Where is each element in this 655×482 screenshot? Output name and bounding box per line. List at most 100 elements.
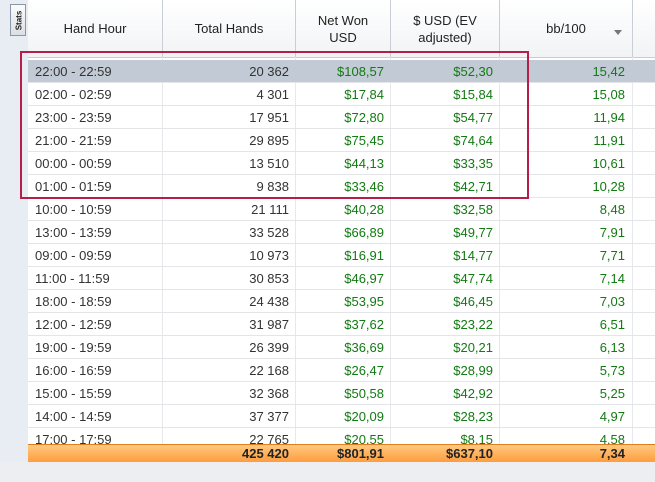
cell-usd: $15,84 xyxy=(453,87,493,102)
table-row[interactable]: 16:00 - 16:59 22 168 $26,47 $28,99 5,73 xyxy=(28,359,655,382)
total-bb100-value: 7,34 xyxy=(599,446,625,461)
cell-usd: $23,22 xyxy=(453,317,493,332)
cell-usd: $42,71 xyxy=(453,179,493,194)
cell-bb: 10,61 xyxy=(592,156,625,171)
cell-hour: 19:00 - 19:59 xyxy=(35,340,112,355)
total-usd-ev-value: $637,10 xyxy=(446,446,493,461)
cell-bb: 4,58 xyxy=(599,432,625,447)
cell-hour: 12:00 - 12:59 xyxy=(35,317,112,332)
cell-bb: 6,13 xyxy=(599,340,625,355)
sort-descending-icon xyxy=(614,30,622,35)
cell-bb: 7,71 xyxy=(599,248,625,263)
table-row[interactable]: 00:00 - 00:59 13 510 $44,13 $33,35 10,61 xyxy=(28,152,655,175)
table-row[interactable]: 12:00 - 12:59 31 987 $37,62 $23,22 6,51 xyxy=(28,313,655,336)
cell-bb: 7,14 xyxy=(599,271,625,286)
column-divider xyxy=(162,57,163,444)
cell-usd: $47,74 xyxy=(453,271,493,286)
column-header-total-hands[interactable]: Total Hands xyxy=(163,0,296,57)
cell-hands: 22 168 xyxy=(249,363,289,378)
table-row[interactable]: 10:00 - 10:59 21 111 $40,28 $32,58 8,48 xyxy=(28,198,655,221)
cell-hour: 15:00 - 15:59 xyxy=(35,386,112,401)
cell-bb: 7,03 xyxy=(599,294,625,309)
column-divider xyxy=(390,57,391,444)
total-net-won-value: $801,91 xyxy=(337,446,384,461)
cell-usd: $74,64 xyxy=(453,133,493,148)
table-row[interactable]: 18:00 - 18:59 24 438 $53,95 $46,45 7,03 xyxy=(28,290,655,313)
column-divider xyxy=(499,57,500,444)
cell-net: $26,47 xyxy=(344,363,384,378)
column-header-hand-hour[interactable]: Hand Hour xyxy=(28,0,163,57)
table-row[interactable]: 09:00 - 09:59 10 973 $16,91 $14,77 7,71 xyxy=(28,244,655,267)
cell-usd: $28,99 xyxy=(453,363,493,378)
cell-usd: $14,77 xyxy=(453,248,493,263)
cell-hands: 10 973 xyxy=(249,248,289,263)
cell-bb: 15,08 xyxy=(592,87,625,102)
cell-usd: $42,92 xyxy=(453,386,493,401)
cell-usd: $46,45 xyxy=(453,294,493,309)
cell-hour: 17:00 - 17:59 xyxy=(35,432,112,447)
cell-hands: 17 951 xyxy=(249,110,289,125)
cell-hands: 13 510 xyxy=(249,156,289,171)
column-header-usd-ev-adjusted[interactable]: $ USD (EV adjusted) xyxy=(391,0,500,57)
cell-hands: 30 853 xyxy=(249,271,289,286)
cell-net: $46,97 xyxy=(344,271,384,286)
table-row[interactable]: 23:00 - 23:59 17 951 $72,80 $54,77 11,94 xyxy=(28,106,655,129)
hand-hour-stats-grid: Hand Hour Total Hands Net Won USD $ USD … xyxy=(28,0,655,482)
cell-hands: 37 377 xyxy=(249,409,289,424)
table-row[interactable]: 13:00 - 13:59 33 528 $66,89 $49,77 7,91 xyxy=(28,221,655,244)
cell-hour: 10:00 - 10:59 xyxy=(35,202,112,217)
cell-hour: 22:00 - 22:59 xyxy=(35,64,112,79)
cell-hour: 16:00 - 16:59 xyxy=(35,363,112,378)
cell-net: $108,57 xyxy=(337,64,384,79)
totals-row: 425 420 $801,91 $637,10 7,34 xyxy=(28,444,655,463)
table-row[interactable]: 11:00 - 11:59 30 853 $46,97 $47,74 7,14 xyxy=(28,267,655,290)
table-row[interactable]: 19:00 - 19:59 26 399 $36,69 $20,21 6,13 xyxy=(28,336,655,359)
table-row[interactable]: 02:00 - 02:59 4 301 $17,84 $15,84 15,08 xyxy=(28,83,655,106)
cell-hands: 29 895 xyxy=(249,133,289,148)
cell-hands: 33 528 xyxy=(249,225,289,240)
cell-hour: 00:00 - 00:59 xyxy=(35,156,112,171)
cell-usd: $49,77 xyxy=(453,225,493,240)
cell-bb: 11,91 xyxy=(593,133,625,148)
cell-usd: $32,58 xyxy=(453,202,493,217)
cell-net: $44,13 xyxy=(344,156,384,171)
cell-hands: 31 987 xyxy=(249,317,289,332)
cell-net: $75,45 xyxy=(344,133,384,148)
stats-tab-button[interactable]: Stats xyxy=(10,4,26,36)
cell-bb: 15,42 xyxy=(592,64,625,79)
column-divider xyxy=(632,57,633,444)
cell-hour: 21:00 - 21:59 xyxy=(35,133,112,148)
cell-net: $37,62 xyxy=(344,317,384,332)
cell-hour: 14:00 - 14:59 xyxy=(35,409,112,424)
column-header-net-won-usd[interactable]: Net Won USD xyxy=(296,0,391,57)
cell-hands: 21 111 xyxy=(251,202,289,217)
table-row[interactable]: 15:00 - 15:59 32 368 $50,58 $42,92 5,25 xyxy=(28,382,655,405)
cell-hands: 32 368 xyxy=(249,386,289,401)
table-row[interactable]: 22:00 - 22:59 20 362 $108,57 $52,30 15,42 xyxy=(28,60,655,83)
cell-hour: 23:00 - 23:59 xyxy=(35,110,112,125)
cell-net: $40,28 xyxy=(344,202,384,217)
table-row[interactable]: 14:00 - 14:59 37 377 $20,09 $28,23 4,97 xyxy=(28,405,655,428)
total-hands-value: 425 420 xyxy=(242,446,289,461)
cell-net: $36,69 xyxy=(344,340,384,355)
cell-bb: 10,28 xyxy=(592,179,625,194)
cell-usd: $33,35 xyxy=(453,156,493,171)
table-row[interactable]: 01:00 - 01:59 9 838 $33,46 $42,71 10,28 xyxy=(28,175,655,198)
cell-hour: 11:00 - 11:59 xyxy=(35,271,110,286)
column-divider xyxy=(295,57,296,444)
cell-hands: 24 438 xyxy=(249,294,289,309)
table-row[interactable]: 21:00 - 21:59 29 895 $75,45 $74,64 11,91 xyxy=(28,129,655,152)
cell-net: $20,55 xyxy=(344,432,384,447)
grid-body: 22:00 - 22:59 20 362 $108,57 $52,30 15,42 02:… xyxy=(28,60,655,451)
cell-usd: $54,77 xyxy=(453,110,493,125)
cell-net: $53,95 xyxy=(344,294,384,309)
horizontal-scrollbar-area[interactable] xyxy=(0,462,655,482)
grid-header: Hand Hour Total Hands Net Won USD $ USD … xyxy=(28,0,655,58)
cell-net: $72,80 xyxy=(344,110,384,125)
cell-bb: 5,73 xyxy=(599,363,625,378)
cell-bb: 6,51 xyxy=(599,317,625,332)
cell-bb: 8,48 xyxy=(599,202,625,217)
cell-hands: 9 838 xyxy=(256,179,289,194)
cell-hands: 22 765 xyxy=(249,432,289,447)
column-header-bb-100[interactable]: bb/100 xyxy=(500,0,633,57)
